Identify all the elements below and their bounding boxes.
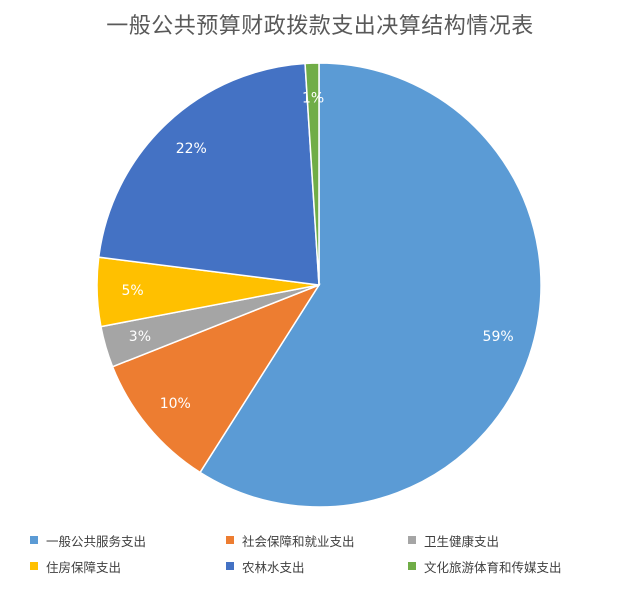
legend-label: 文化旅游体育和传媒支出 [424, 559, 562, 575]
legend-label: 住房保障支出 [46, 559, 122, 575]
pie-data-label-3: 3% [129, 329, 151, 345]
legend-swatch [30, 562, 38, 570]
pie-slices [96, 62, 542, 508]
legend-item-5: 农林水支出 [226, 556, 305, 576]
legend-item-3: 卫生健康支出 [408, 530, 499, 550]
legend-label: 农林水支出 [242, 559, 305, 575]
chart-title: 一般公共预算财政拨款支出决算结构情况表 [106, 14, 534, 39]
legend-label: 一般公共服务支出 [46, 533, 147, 549]
pie-data-label-2: 10% [160, 396, 191, 412]
legend-item-1: 一般公共服务支出 [30, 530, 146, 550]
pie-data-labels: 59% 10% 3% 5% 22% 1% [121, 91, 513, 412]
pie-data-label-6: 1% [302, 91, 324, 107]
legend-label: 卫生健康支出 [424, 533, 500, 549]
pie-slice-2 [111, 283, 321, 474]
pie-data-label-4: 5% [121, 283, 143, 299]
legend-item-4: 住房保障支出 [30, 556, 121, 576]
legend-swatch [226, 536, 234, 544]
pie-data-label-5: 22% [176, 141, 207, 157]
legend-label: 社会保障和就业支出 [242, 533, 355, 549]
pie-slice-1 [199, 62, 542, 508]
legend-item-6: 文化旅游体育和传媒支出 [408, 556, 562, 576]
pie-data-label-1: 59% [483, 329, 514, 345]
legend-swatch [30, 536, 38, 544]
legend-item-2: 社会保障和就业支出 [226, 530, 355, 550]
legend-swatch [408, 562, 416, 570]
legend-swatch [408, 536, 416, 544]
pie-slice-6 [304, 62, 320, 286]
legend-swatch [226, 562, 234, 570]
chart-legend: 一般公共服务支出 社会保障和就业支出 卫生健康支出住房保障支出 农林水支出 文化旅游体育… [30, 530, 630, 586]
pie-slice-5 [97, 62, 320, 286]
